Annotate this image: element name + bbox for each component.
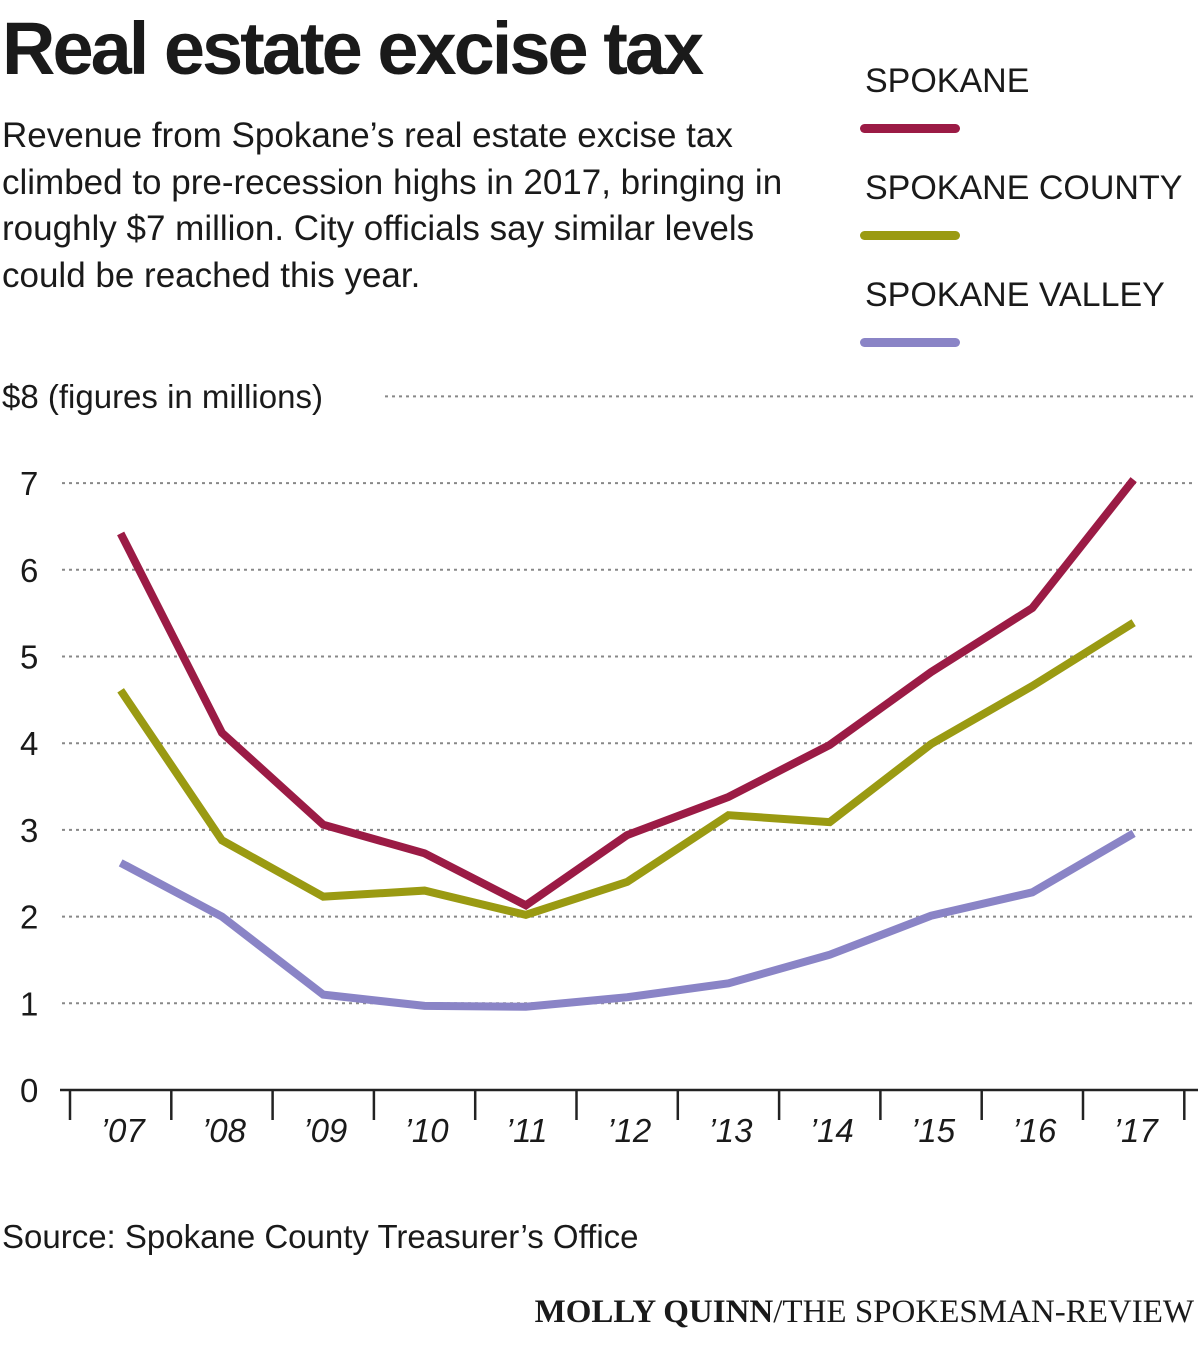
credit-outlet: /THE SPOKESMAN-REVIEW bbox=[773, 1294, 1194, 1330]
chart-title: Real estate excise tax bbox=[2, 7, 704, 90]
legend-label: SPOKANE VALLEY bbox=[865, 276, 1165, 314]
x-tick-label: ’17 bbox=[1114, 1112, 1160, 1149]
legend-item-spokane: SPOKANE bbox=[860, 62, 1182, 169]
x-tick-label: ’14 bbox=[810, 1112, 854, 1149]
legend-item-spokane-valley: SPOKANE VALLEY bbox=[860, 276, 1182, 383]
legend-swatch bbox=[860, 231, 960, 240]
x-tick-label: ’15 bbox=[911, 1112, 956, 1149]
x-tick-label: ’16 bbox=[1012, 1112, 1057, 1149]
x-tick-label: ’12 bbox=[607, 1112, 651, 1149]
x-tick-label: ’07 bbox=[101, 1112, 147, 1149]
legend-swatch bbox=[860, 338, 960, 347]
x-tick-label: ’08 bbox=[202, 1112, 247, 1149]
x-tick-label: ’13 bbox=[708, 1112, 753, 1149]
chart-subtitle: Revenue from Spokane’s real estate excis… bbox=[2, 116, 783, 295]
legend: SPOKANE SPOKANE COUNTY SPOKANE VALLEY bbox=[860, 62, 1183, 383]
legend-swatch bbox=[860, 124, 960, 133]
legend-label: SPOKANE COUNTY bbox=[865, 169, 1183, 207]
series-line-spokane-county bbox=[117, 619, 1136, 920]
series-line-spokane-valley bbox=[118, 829, 1136, 1011]
y-tick-label: 5 bbox=[20, 639, 38, 676]
credit: MOLLY QUINN/THE SPOKESMAN-REVIEW bbox=[535, 1294, 1194, 1331]
y-tick-label: 7 bbox=[20, 465, 38, 502]
source-note: Source: Spokane County Treasurer’s Offic… bbox=[2, 1218, 639, 1255]
y-tick-label: 2 bbox=[20, 899, 38, 936]
x-tick-label: ’09 bbox=[303, 1112, 347, 1149]
y-tick-label: 1 bbox=[20, 985, 38, 1022]
y-tick-label: 6 bbox=[20, 552, 38, 589]
series-line-spokane bbox=[117, 477, 1137, 910]
y-tick-label: 3 bbox=[20, 812, 38, 849]
x-tick-label: ’10 bbox=[405, 1112, 450, 1149]
legend-label: SPOKANE bbox=[865, 62, 1030, 100]
y-tick-label: 0 bbox=[20, 1072, 38, 1109]
line-chart: $8 (figures in millions) 0 1 2 3 4 5 6 7 ’07 ’08 ’… bbox=[2, 378, 1198, 1149]
y-tick-label: 4 bbox=[20, 725, 38, 762]
x-tick-label: ’11 bbox=[506, 1112, 548, 1149]
y-axis-label: $8 (figures in millions) bbox=[2, 378, 323, 415]
legend-item-spokane-county: SPOKANE COUNTY bbox=[860, 169, 1183, 276]
credit-author: MOLLY QUINN bbox=[534, 1294, 774, 1330]
